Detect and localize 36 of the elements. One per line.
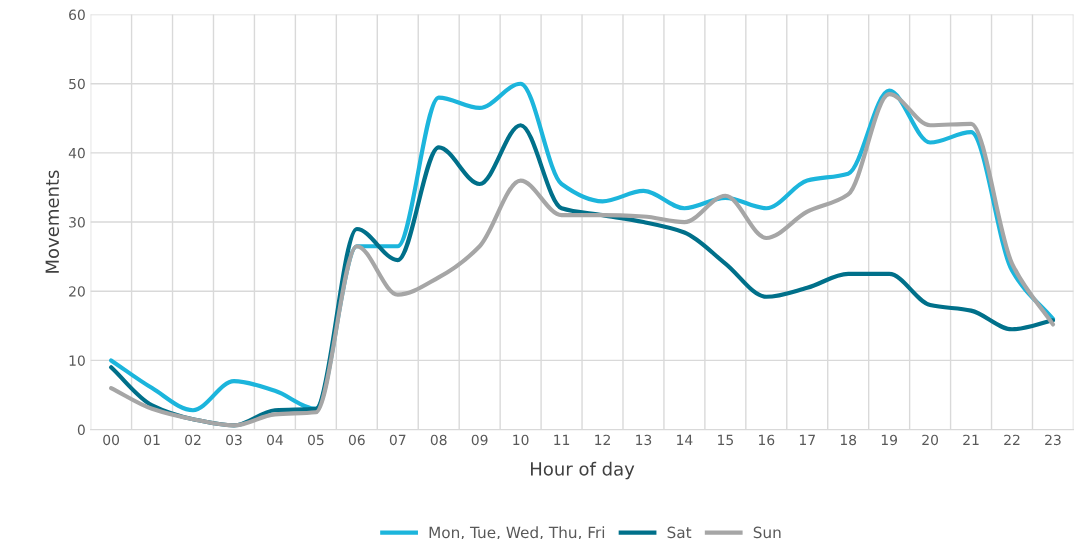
y-tick-label: 20 xyxy=(69,286,85,297)
x-tick-label: 15 xyxy=(718,434,733,446)
x-tick-label: 03 xyxy=(226,434,242,446)
x-axis-title: Hour of day xyxy=(531,461,635,480)
x-tick-label: 12 xyxy=(595,434,610,445)
x-tick-label: 08 xyxy=(430,434,447,446)
x-tick-label: 04 xyxy=(266,434,283,446)
y-tick-label: 40 xyxy=(68,147,85,159)
x-tick-label: 17 xyxy=(799,434,815,445)
x-tick-label: 02 xyxy=(185,434,201,446)
x-tick-label: 05 xyxy=(307,434,324,446)
legend-label: Sat xyxy=(667,526,692,539)
x-tick-label: 20 xyxy=(922,434,939,446)
y-tick-label: 10 xyxy=(69,355,85,366)
x-tick-label: 01 xyxy=(144,434,160,446)
x-tick-label: 10 xyxy=(513,434,529,446)
legend-label: Sun xyxy=(753,526,781,539)
x-tick-label: 16 xyxy=(759,434,775,446)
x-tick-label: 23 xyxy=(1045,434,1061,446)
y-axis-title: Movements xyxy=(45,170,60,273)
x-tick-label: 07 xyxy=(389,434,406,446)
y-tick-label: 50 xyxy=(69,78,85,90)
x-tick-label: 19 xyxy=(881,434,898,446)
legend-label: Mon, Tue, Wed, Thu, Fri xyxy=(429,526,605,539)
x-tick-label: 18 xyxy=(840,434,857,446)
x-tick-label: 21 xyxy=(963,434,979,445)
x-tick-label: 00 xyxy=(103,434,120,446)
y-tick-label: 60 xyxy=(69,9,85,21)
x-tick-label: 13 xyxy=(636,434,652,446)
y-tick-label: 0 xyxy=(77,424,85,436)
x-tick-label: 09 xyxy=(471,434,488,446)
y-tick-label: 30 xyxy=(69,217,85,228)
x-tick-label: 22 xyxy=(1004,434,1020,445)
x-tick-label: 14 xyxy=(677,434,693,445)
x-tick-label: 11 xyxy=(554,434,570,445)
x-tick-label: 06 xyxy=(348,434,365,446)
